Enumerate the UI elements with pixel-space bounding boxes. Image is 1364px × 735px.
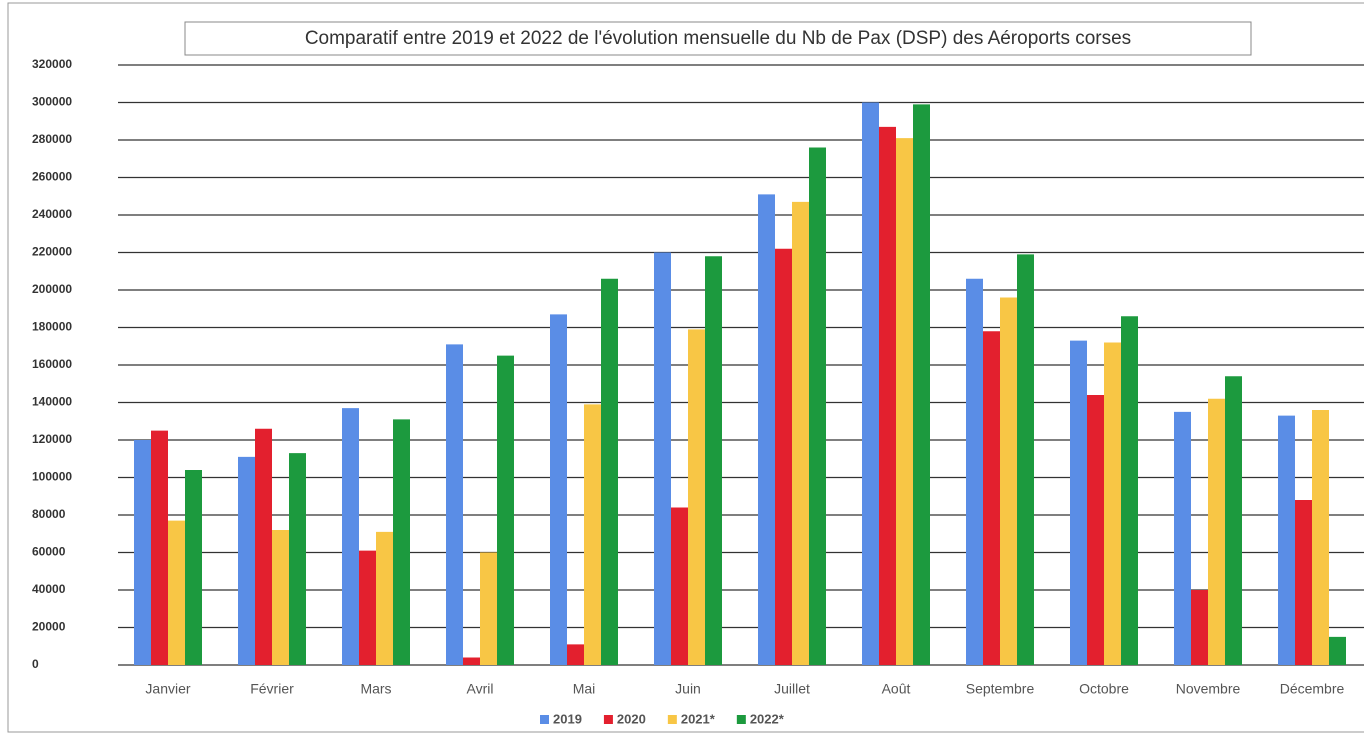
bar (550, 314, 567, 665)
bar (342, 408, 359, 665)
bar (393, 419, 410, 665)
x-tick-label: Décembre (1280, 681, 1345, 697)
bar (879, 126, 896, 665)
x-tick-label: Mai (573, 681, 596, 697)
legend-swatch (603, 715, 613, 724)
x-tick-label: Mars (360, 681, 391, 697)
bar (272, 530, 289, 665)
y-tick-label: 320000 (32, 57, 72, 71)
bar (671, 507, 688, 665)
bar (359, 550, 376, 665)
x-tick-label: Avril (467, 681, 494, 697)
bar (289, 453, 306, 665)
bar (1329, 636, 1346, 665)
y-tick-label: 260000 (32, 170, 72, 184)
bar (913, 104, 930, 665)
legend-label: 2020 (617, 711, 646, 726)
legend-label: 2022* (750, 711, 785, 726)
bar (567, 644, 584, 665)
bar (1225, 376, 1242, 665)
legend-label: 2021* (681, 711, 716, 726)
bar (1070, 340, 1087, 665)
x-tick-label: Février (250, 681, 294, 697)
y-tick-label: 60000 (32, 545, 66, 559)
bar (896, 138, 913, 665)
y-tick-label: 280000 (32, 132, 72, 146)
legend-swatch (736, 715, 746, 724)
y-tick-label: 240000 (32, 207, 72, 221)
bar (463, 657, 480, 665)
bar (168, 520, 185, 665)
y-tick-label: 0 (32, 657, 39, 671)
bar (446, 344, 463, 665)
x-tick-label: Novembre (1176, 681, 1241, 697)
x-tick-label: Janvier (145, 681, 190, 697)
bar (809, 147, 826, 665)
bar (1208, 398, 1225, 665)
legend-swatch (667, 715, 677, 724)
bar (1121, 316, 1138, 665)
y-tick-label: 120000 (32, 432, 72, 446)
bar (1174, 411, 1191, 665)
x-tick-label: Août (882, 681, 911, 697)
bar (775, 248, 792, 665)
bar (1017, 254, 1034, 665)
bar (1295, 500, 1312, 665)
y-tick-label: 140000 (32, 395, 72, 409)
bar (758, 194, 775, 665)
bar (654, 252, 671, 665)
x-tick-label: Juillet (774, 681, 810, 697)
bar (134, 440, 151, 665)
bar (983, 331, 1000, 665)
bar (238, 456, 255, 665)
bar (862, 102, 879, 665)
bar (497, 355, 514, 665)
x-tick-label: Octobre (1079, 681, 1129, 697)
bar (1278, 415, 1295, 665)
bar (601, 278, 618, 665)
chart-title: Comparatif entre 2019 et 2022 de l'évolu… (305, 28, 1131, 49)
bar (1312, 410, 1329, 665)
y-tick-label: 40000 (32, 582, 66, 596)
bar (688, 329, 705, 665)
y-tick-label: 80000 (32, 507, 66, 521)
bar (1000, 297, 1017, 665)
bar (966, 278, 983, 665)
y-tick-label: 180000 (32, 320, 72, 334)
x-tick-label: Septembre (966, 681, 1035, 697)
y-tick-label: 300000 (32, 95, 72, 109)
bar (480, 552, 497, 665)
bar (705, 256, 722, 665)
legend-label: 2019 (553, 711, 582, 726)
y-tick-label: 20000 (32, 620, 66, 634)
y-tick-label: 220000 (32, 245, 72, 259)
bar (1191, 590, 1208, 665)
x-tick-label: Juin (675, 681, 701, 697)
title-box (184, 21, 1252, 56)
bar (1104, 342, 1121, 665)
bar (376, 531, 393, 665)
bar (255, 428, 272, 665)
bar (792, 201, 809, 665)
y-tick-label: 100000 (32, 470, 72, 484)
bar (185, 470, 202, 665)
legend-swatch (540, 715, 549, 724)
y-tick-label: 200000 (32, 282, 72, 296)
bar (151, 430, 168, 665)
bar (1087, 395, 1104, 665)
bar (584, 404, 601, 665)
y-tick-label: 160000 (32, 357, 72, 371)
